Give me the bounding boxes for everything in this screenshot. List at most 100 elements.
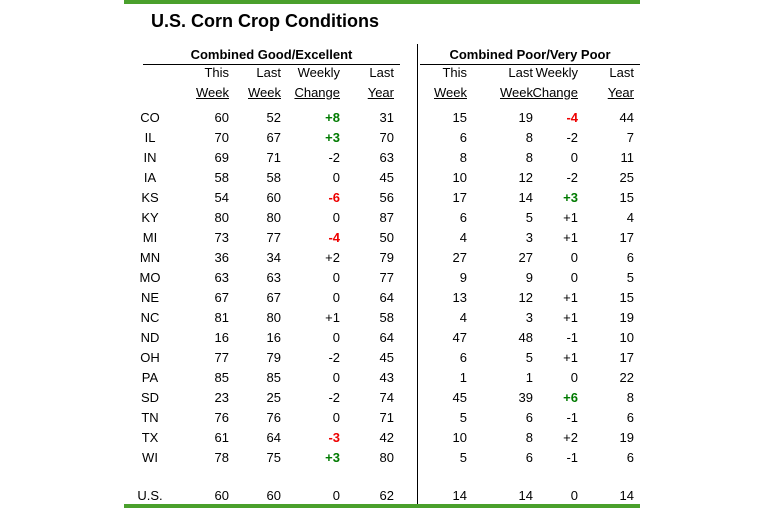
pp-this-week: 10 [452, 170, 467, 185]
ge-this-week: 61 [214, 430, 229, 445]
ge-weekly-change: +2 [325, 250, 340, 265]
pp-last-week: 6 [525, 450, 533, 465]
pp-last-year: 6 [626, 410, 634, 425]
column-header-row-line1: This Last Weekly Last This Last Weekly L… [0, 63, 763, 83]
ge-last-year: 74 [379, 390, 394, 405]
header-ge-last: Last [256, 65, 281, 80]
pp-last-week: 14 [518, 190, 533, 205]
pp-this-week: 9 [459, 270, 467, 285]
pp-this-week: 5 [459, 450, 467, 465]
ge-weekly-change: -2 [328, 150, 340, 165]
ge-last-year: 45 [379, 170, 394, 185]
pp-this-week: 8 [459, 150, 467, 165]
pp-last-week: 6 [525, 410, 533, 425]
ge-weekly-change: +8 [325, 110, 340, 125]
pp-last-year: 44 [619, 110, 634, 125]
pp-weekly-change: -2 [566, 130, 578, 145]
pp-last-year: 5 [626, 270, 634, 285]
ge-this-week: 73 [214, 230, 229, 245]
table-row: IN 69 71 -2 63 8 8 0 11 [0, 148, 763, 168]
pp-last-week: 5 [525, 350, 533, 365]
pp-weekly-change: 0 [570, 150, 578, 165]
state-label: IN [143, 150, 157, 165]
state-label: TX [141, 430, 159, 445]
ge-last-week: 79 [266, 350, 281, 365]
ge-this-week: 81 [214, 310, 229, 325]
pp-last-year: 11 [620, 150, 635, 165]
pp-last-year: 6 [626, 450, 634, 465]
ge-weekly-change: +3 [325, 130, 340, 145]
pp-weekly-change: -1 [566, 330, 578, 345]
table-row: MO 63 63 0 77 9 9 0 5 [0, 268, 763, 288]
pp-last-year: 22 [619, 370, 634, 385]
pp-this-week: 45 [452, 390, 467, 405]
group-header-poor-very-poor: Combined Poor/Very Poor [449, 47, 611, 62]
ge-last-year: 77 [379, 270, 394, 285]
pp-weekly-change: +6 [563, 390, 578, 405]
pp-this-week: 4 [459, 310, 467, 325]
ge-this-week: 69 [214, 150, 229, 165]
ge-last-week: 80 [266, 310, 281, 325]
state-label: U.S. [137, 488, 163, 503]
header-ge-week2: Week [248, 85, 281, 100]
pp-this-week: 27 [452, 250, 467, 265]
ge-last-week: 85 [266, 370, 281, 385]
ge-weekly-change: -2 [328, 350, 340, 365]
group-header-good-excellent: Combined Good/Excellent [190, 47, 353, 62]
ge-last-week: 71 [266, 150, 281, 165]
header-ge-week1: Week [196, 85, 229, 100]
ge-this-week: 85 [214, 370, 229, 385]
ge-last-week: 63 [266, 270, 281, 285]
ge-last-year: 64 [379, 330, 394, 345]
pp-weekly-change: 0 [570, 270, 578, 285]
table-row: NE 67 67 0 64 13 12 +1 15 [0, 288, 763, 308]
pp-last-week: 8 [525, 430, 533, 445]
bottom-accent-bar [124, 504, 640, 508]
ge-weekly-change: +3 [325, 450, 340, 465]
ge-weekly-change: 0 [332, 488, 340, 503]
ge-weekly-change: -6 [328, 190, 340, 205]
pp-last-year: 15 [619, 190, 634, 205]
ge-last-week: 52 [266, 110, 281, 125]
pp-last-year: 19 [619, 430, 634, 445]
ge-last-year: 62 [379, 488, 394, 503]
ge-this-week: 77 [214, 350, 229, 365]
state-label: IL [144, 130, 156, 145]
table-row: KS 54 60 -6 56 17 14 +3 15 [0, 188, 763, 208]
pp-this-week: 10 [452, 430, 467, 445]
table-row: IL 70 67 +3 70 6 8 -2 7 [0, 128, 763, 148]
ge-weekly-change: +1 [325, 310, 340, 325]
ge-last-year: 56 [379, 190, 394, 205]
ge-last-year: 87 [379, 210, 394, 225]
pp-last-week: 9 [525, 270, 533, 285]
state-label: KY [141, 210, 159, 225]
state-label: MO [139, 270, 161, 285]
state-label: MN [139, 250, 161, 265]
ge-last-year: 64 [379, 290, 394, 305]
ge-this-week: 54 [214, 190, 229, 205]
ge-this-week: 58 [214, 170, 229, 185]
header-pp-lastyear: Last [609, 65, 634, 80]
pp-last-year: 17 [619, 350, 634, 365]
state-label: OH [140, 350, 160, 365]
vertical-divider [417, 44, 418, 504]
pp-this-week: 17 [452, 190, 467, 205]
table-row: KY 80 80 0 87 6 5 +1 4 [0, 208, 763, 228]
ge-last-week: 76 [266, 410, 281, 425]
ge-last-week: 64 [266, 430, 281, 445]
table-row: TX 61 64 -3 42 10 8 +2 19 [0, 428, 763, 448]
table-row: WI 78 75 +3 80 5 6 -1 6 [0, 448, 763, 468]
pp-last-year: 8 [626, 390, 634, 405]
pp-weekly-change: -1 [566, 450, 578, 465]
pp-weekly-change: 0 [570, 250, 578, 265]
header-pp-weekly: Weekly [535, 65, 578, 80]
ge-last-week: 60 [266, 488, 281, 503]
state-label: PA [141, 370, 159, 385]
table-row: TN 76 76 0 71 5 6 -1 6 [0, 408, 763, 428]
ge-this-week: 80 [214, 210, 229, 225]
header-ge-weekly: Weekly [297, 65, 340, 80]
ge-this-week: 70 [214, 130, 229, 145]
ge-this-week: 67 [214, 290, 229, 305]
pp-last-week: 8 [525, 150, 533, 165]
table-row: SD 23 25 -2 74 45 39 +6 8 [0, 388, 763, 408]
